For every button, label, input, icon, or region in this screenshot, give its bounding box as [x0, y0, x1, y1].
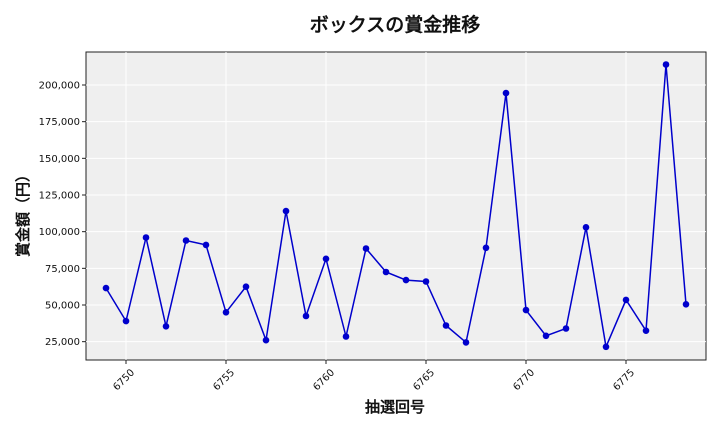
data-point	[282, 207, 290, 215]
y-tick-label: 150,000	[39, 154, 80, 165]
y-tick-label: 125,000	[39, 191, 80, 202]
data-point	[222, 309, 230, 316]
y-tick-label: 75,000	[45, 264, 80, 275]
data-point	[442, 322, 450, 329]
data-point	[682, 301, 690, 308]
data-point	[502, 89, 510, 97]
series-line	[105, 64, 687, 350]
data-point	[462, 339, 470, 346]
grid	[86, 52, 706, 360]
y-tick-label: 25,000	[45, 337, 80, 348]
y-tick-label: 50,000	[45, 301, 80, 312]
y-tick-label: 200,000	[39, 81, 80, 92]
data-point	[662, 61, 670, 68]
x-tick-label: 6765	[411, 367, 437, 393]
data-point	[602, 343, 610, 351]
data-point	[582, 224, 590, 231]
x-tick-label: 6770	[511, 367, 537, 393]
plot-area	[85, 51, 707, 361]
data-point	[182, 237, 190, 244]
data-point	[302, 312, 310, 320]
data-point	[122, 317, 130, 325]
x-axis-label: 抽選回号	[365, 398, 425, 416]
x-tick-label: 6750	[111, 367, 137, 393]
x-tick-label: 6760	[311, 367, 337, 393]
data-point	[102, 284, 110, 292]
data-point	[382, 268, 390, 276]
y-tick-label: 175,000	[39, 117, 80, 128]
data-point	[522, 306, 530, 314]
y-axis-label: 賞金額（円）	[14, 167, 32, 257]
data-point	[242, 283, 250, 291]
data-point	[402, 276, 410, 284]
data-point	[422, 278, 430, 285]
y-tick-label: 100,000	[39, 227, 80, 238]
series-layer	[102, 61, 690, 351]
data-point	[642, 327, 650, 335]
data-point	[482, 244, 490, 252]
data-point	[142, 234, 150, 241]
data-point	[202, 241, 210, 249]
data-point	[622, 296, 630, 304]
data-point	[542, 332, 550, 340]
data-point	[562, 325, 570, 332]
x-tick-label: 6775	[611, 367, 637, 393]
data-point	[162, 323, 170, 330]
data-point	[262, 336, 270, 344]
data-point	[342, 333, 350, 340]
x-tick-label: 6755	[211, 367, 237, 393]
data-point	[362, 245, 370, 252]
data-point	[322, 255, 330, 263]
chart-title: ボックスの賞金推移	[310, 13, 480, 36]
